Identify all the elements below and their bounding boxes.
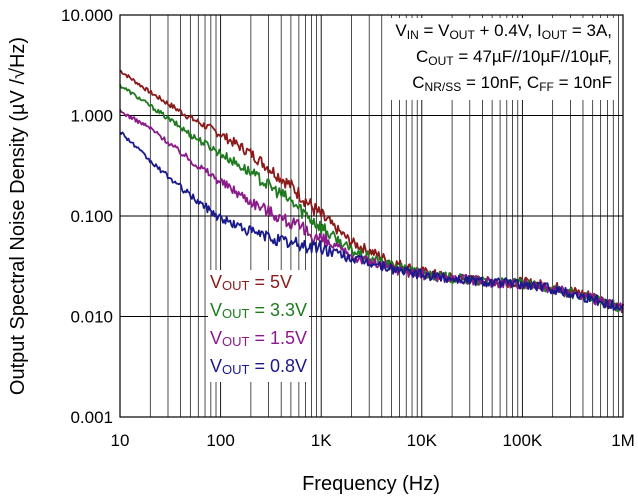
y-tick-label: 0.010 (70, 308, 113, 327)
y-tick-label: 0.001 (70, 408, 113, 427)
legend-item-1v5: VOUT = 1.5V (210, 328, 308, 349)
legend-item-5v: VOUT = 5V (210, 272, 292, 293)
tick-labels: 0.001 0.010 0.100 1.000 10.000 10 100 1K 10K 100K… (61, 6, 635, 450)
x-axis-title: Frequency (Hz) (302, 473, 440, 495)
y-tick-label: 1.000 (70, 107, 113, 126)
x-tick-label: 10K (407, 431, 438, 450)
series-lines (119, 69, 624, 314)
plot-frame (119, 14, 624, 418)
y-axis-title: Output Spectral Noise Density (µV /√Hz) (7, 37, 29, 395)
x-tick-label: 100K (503, 431, 543, 450)
series-line (119, 131, 624, 311)
x-tick-label: 1M (611, 431, 635, 450)
x-tick-label: 100 (206, 431, 234, 450)
test-conditions: VIN = VOUT + 0.4V, IOUT = 3A, COUT = 47µ… (389, 18, 615, 100)
legend-item-3v3: VOUT = 3.3V (210, 300, 308, 321)
x-tick-label: 1K (311, 431, 332, 450)
legend: VOUT = 5V VOUT = 3.3V VOUT = 1.5V VOUT =… (208, 270, 310, 382)
x-tick-label: 10 (111, 431, 130, 450)
y-tick-label: 10.000 (61, 6, 113, 25)
condition-line-2: COUT = 47µF//10µF//10µF, (416, 47, 612, 68)
condition-line-1: VIN = VOUT + 0.4V, IOUT = 3A, (395, 21, 612, 42)
legend-item-0v8: VOUT = 0.8V (210, 356, 308, 377)
y-tick-label: 0.100 (70, 207, 113, 226)
condition-line-3: CNR/SS = 10nF, CFF = 10nF (412, 73, 612, 94)
